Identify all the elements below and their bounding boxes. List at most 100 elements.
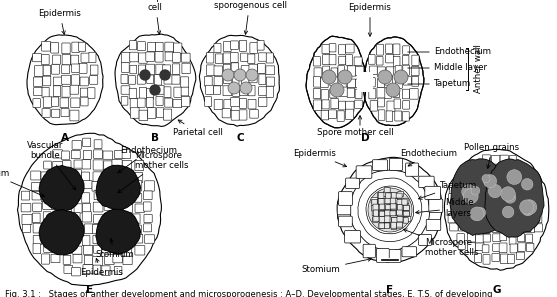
FancyBboxPatch shape bbox=[337, 204, 351, 215]
FancyBboxPatch shape bbox=[385, 193, 391, 198]
FancyBboxPatch shape bbox=[231, 41, 238, 49]
FancyBboxPatch shape bbox=[82, 172, 90, 181]
FancyBboxPatch shape bbox=[182, 97, 190, 107]
FancyBboxPatch shape bbox=[330, 77, 338, 86]
FancyBboxPatch shape bbox=[258, 98, 267, 107]
FancyBboxPatch shape bbox=[113, 191, 121, 200]
Circle shape bbox=[246, 69, 258, 81]
FancyBboxPatch shape bbox=[391, 192, 397, 199]
FancyBboxPatch shape bbox=[403, 206, 409, 211]
FancyBboxPatch shape bbox=[339, 192, 353, 205]
FancyBboxPatch shape bbox=[94, 191, 104, 200]
FancyBboxPatch shape bbox=[385, 205, 391, 210]
FancyBboxPatch shape bbox=[139, 110, 148, 121]
FancyBboxPatch shape bbox=[70, 110, 79, 121]
FancyBboxPatch shape bbox=[516, 195, 524, 204]
FancyBboxPatch shape bbox=[484, 184, 491, 192]
FancyBboxPatch shape bbox=[53, 212, 61, 221]
Text: Endothecium: Endothecium bbox=[434, 48, 491, 56]
FancyBboxPatch shape bbox=[475, 222, 483, 231]
FancyBboxPatch shape bbox=[492, 254, 500, 261]
FancyBboxPatch shape bbox=[330, 89, 336, 98]
FancyBboxPatch shape bbox=[173, 64, 180, 74]
FancyBboxPatch shape bbox=[121, 86, 130, 94]
Circle shape bbox=[386, 83, 400, 97]
FancyBboxPatch shape bbox=[501, 195, 509, 204]
FancyBboxPatch shape bbox=[525, 184, 534, 193]
FancyBboxPatch shape bbox=[128, 76, 135, 84]
FancyBboxPatch shape bbox=[339, 87, 348, 97]
Polygon shape bbox=[39, 165, 84, 211]
FancyBboxPatch shape bbox=[92, 256, 102, 266]
FancyBboxPatch shape bbox=[72, 140, 81, 149]
Polygon shape bbox=[27, 35, 103, 125]
FancyBboxPatch shape bbox=[491, 175, 499, 183]
FancyBboxPatch shape bbox=[121, 53, 130, 63]
FancyBboxPatch shape bbox=[397, 222, 403, 227]
Text: Middle
layers: Middle layers bbox=[416, 198, 473, 218]
Text: Middle layer: Middle layer bbox=[434, 64, 487, 72]
FancyBboxPatch shape bbox=[396, 223, 402, 229]
FancyBboxPatch shape bbox=[60, 98, 69, 108]
Polygon shape bbox=[366, 186, 414, 234]
FancyBboxPatch shape bbox=[355, 89, 362, 99]
FancyBboxPatch shape bbox=[491, 184, 500, 193]
FancyBboxPatch shape bbox=[397, 216, 403, 222]
FancyBboxPatch shape bbox=[266, 66, 275, 75]
FancyBboxPatch shape bbox=[139, 88, 146, 99]
FancyBboxPatch shape bbox=[214, 77, 223, 86]
Text: B: B bbox=[151, 133, 159, 143]
FancyBboxPatch shape bbox=[144, 235, 154, 243]
FancyBboxPatch shape bbox=[249, 64, 258, 73]
FancyBboxPatch shape bbox=[329, 54, 336, 65]
FancyBboxPatch shape bbox=[500, 233, 506, 241]
FancyBboxPatch shape bbox=[403, 205, 409, 211]
FancyBboxPatch shape bbox=[224, 99, 232, 110]
FancyBboxPatch shape bbox=[102, 222, 111, 232]
FancyBboxPatch shape bbox=[535, 224, 543, 232]
Circle shape bbox=[322, 70, 336, 84]
FancyBboxPatch shape bbox=[377, 44, 383, 55]
FancyBboxPatch shape bbox=[373, 217, 378, 222]
FancyBboxPatch shape bbox=[114, 225, 121, 233]
FancyBboxPatch shape bbox=[223, 64, 231, 73]
FancyBboxPatch shape bbox=[386, 249, 401, 262]
FancyBboxPatch shape bbox=[223, 75, 232, 83]
FancyBboxPatch shape bbox=[339, 101, 346, 110]
FancyBboxPatch shape bbox=[369, 89, 376, 99]
FancyBboxPatch shape bbox=[88, 88, 95, 99]
FancyBboxPatch shape bbox=[390, 211, 396, 216]
Text: D: D bbox=[361, 133, 369, 143]
FancyBboxPatch shape bbox=[146, 52, 154, 61]
FancyBboxPatch shape bbox=[113, 202, 122, 212]
FancyBboxPatch shape bbox=[82, 138, 91, 146]
FancyBboxPatch shape bbox=[52, 201, 60, 209]
FancyBboxPatch shape bbox=[457, 234, 465, 243]
FancyBboxPatch shape bbox=[389, 158, 403, 170]
FancyBboxPatch shape bbox=[155, 42, 163, 52]
FancyBboxPatch shape bbox=[174, 43, 182, 54]
FancyBboxPatch shape bbox=[526, 234, 532, 243]
FancyBboxPatch shape bbox=[181, 87, 189, 96]
FancyBboxPatch shape bbox=[113, 255, 123, 263]
FancyBboxPatch shape bbox=[121, 97, 128, 105]
Text: Anther wall: Anther wall bbox=[474, 45, 483, 94]
FancyBboxPatch shape bbox=[348, 79, 356, 87]
FancyBboxPatch shape bbox=[384, 187, 390, 192]
FancyBboxPatch shape bbox=[145, 181, 154, 191]
FancyBboxPatch shape bbox=[379, 199, 384, 205]
FancyBboxPatch shape bbox=[395, 111, 402, 121]
FancyBboxPatch shape bbox=[534, 195, 542, 202]
FancyBboxPatch shape bbox=[44, 243, 53, 252]
FancyBboxPatch shape bbox=[82, 236, 90, 246]
FancyBboxPatch shape bbox=[53, 161, 63, 171]
FancyBboxPatch shape bbox=[387, 101, 395, 111]
Circle shape bbox=[501, 187, 515, 201]
FancyBboxPatch shape bbox=[53, 86, 61, 97]
Polygon shape bbox=[338, 157, 442, 262]
FancyBboxPatch shape bbox=[133, 214, 140, 224]
Polygon shape bbox=[96, 165, 140, 210]
Text: E: E bbox=[86, 285, 94, 295]
FancyBboxPatch shape bbox=[404, 216, 411, 222]
Text: Epidermis: Epidermis bbox=[294, 149, 346, 167]
